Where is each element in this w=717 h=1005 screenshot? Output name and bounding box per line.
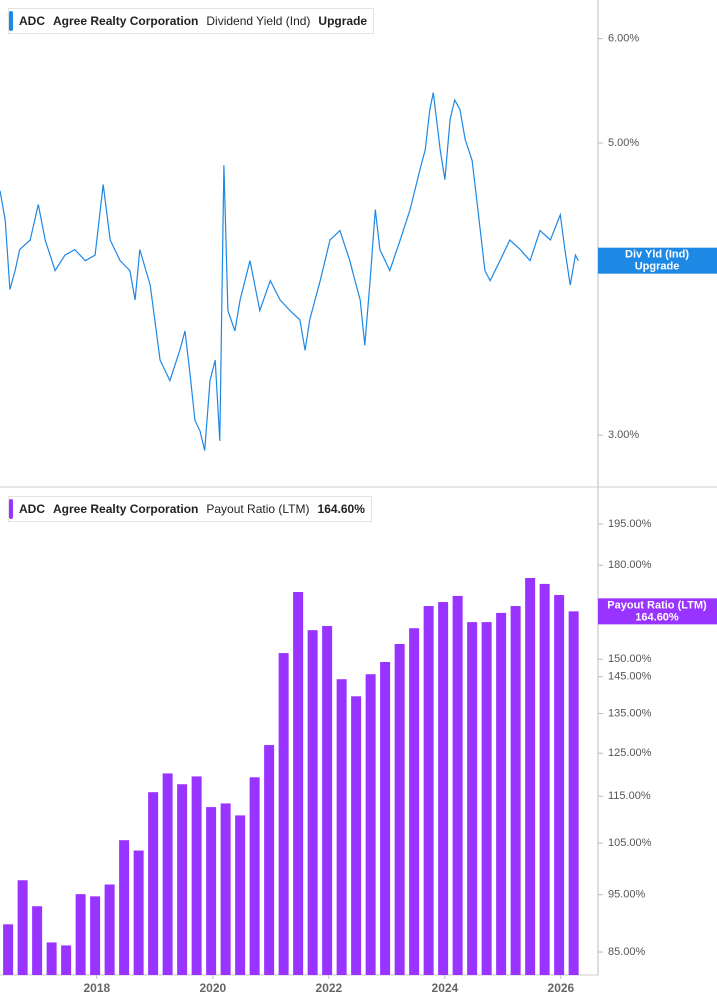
bar	[568, 611, 579, 975]
bar	[162, 773, 173, 975]
bar	[133, 850, 144, 975]
bar	[220, 803, 231, 975]
ticker: ADC	[19, 502, 45, 516]
badge-label: Payout Ratio (LTM)	[607, 599, 707, 611]
bar	[235, 815, 246, 975]
bar	[90, 896, 101, 975]
metric: Payout Ratio (LTM)	[206, 502, 310, 516]
bar	[17, 880, 28, 975]
bar	[278, 653, 289, 975]
bar	[496, 612, 507, 975]
bar	[75, 894, 86, 975]
x-tick-label: 2018	[84, 981, 111, 995]
company: Agree Realty Corporation	[53, 14, 199, 28]
y-tick-label: 180.00%	[608, 559, 652, 571]
x-tick-label: 2022	[316, 981, 343, 995]
badge-value: 164.60%	[635, 611, 679, 623]
bar	[206, 807, 217, 975]
value-text: 164.60%	[317, 502, 365, 516]
bar	[104, 884, 115, 975]
y-tick-label: 3.00%	[608, 429, 639, 441]
value-text[interactable]: Upgrade	[318, 14, 368, 28]
bar	[61, 945, 72, 975]
company: Agree Realty Corporation	[53, 502, 199, 516]
y-tick-label: 5.00%	[608, 137, 639, 149]
y-tick-label: 115.00%	[608, 790, 651, 802]
y-tick-label: 105.00%	[608, 837, 652, 849]
y-tick-label: 95.00%	[608, 889, 646, 901]
bar	[3, 924, 14, 975]
bar	[438, 602, 449, 975]
bar	[249, 777, 260, 975]
x-tick-label: 2020	[200, 981, 227, 995]
x-tick-label: 2024	[432, 981, 459, 995]
bar	[380, 661, 391, 975]
bar	[351, 696, 362, 975]
bar	[539, 583, 550, 975]
bar	[46, 942, 57, 975]
legend: ADC Agree Realty Corporation Dividend Yi…	[8, 8, 375, 34]
bar	[554, 595, 565, 975]
bar	[32, 906, 43, 975]
bar	[394, 643, 405, 975]
metric: Dividend Yield (Ind)	[206, 14, 311, 28]
bar	[336, 679, 347, 975]
x-tick-label: 2026	[548, 981, 575, 995]
bar	[365, 674, 376, 975]
badge-value: Upgrade	[635, 261, 680, 273]
badge	[598, 247, 717, 274]
legend: ADC Agree Realty Corporation Payout Rati…	[8, 496, 372, 522]
bar	[322, 625, 333, 975]
bar	[481, 622, 492, 975]
bar	[148, 792, 159, 975]
bar	[510, 606, 521, 975]
y-tick-label: 195.00%	[608, 518, 652, 530]
bar	[119, 840, 130, 975]
bar	[423, 606, 434, 975]
y-tick-label: 6.00%	[608, 33, 639, 45]
bar	[177, 784, 188, 975]
bar	[525, 578, 536, 975]
bar	[191, 776, 202, 975]
bar	[409, 628, 420, 975]
badge-label: Div Yld (Ind)	[625, 249, 689, 261]
bar	[293, 591, 304, 975]
bar	[452, 595, 463, 975]
y-tick-label: 145.00%	[608, 671, 652, 683]
y-tick-label: 125.00%	[608, 747, 652, 759]
bar	[467, 622, 478, 975]
bar	[264, 745, 275, 975]
badge	[598, 598, 717, 625]
ticker: ADC	[19, 14, 45, 28]
y-tick-label: 150.00%	[608, 653, 652, 665]
line-series	[0, 92, 579, 451]
y-tick-label: 135.00%	[608, 707, 652, 719]
bar	[307, 630, 318, 975]
y-tick-label: 85.00%	[608, 946, 646, 958]
